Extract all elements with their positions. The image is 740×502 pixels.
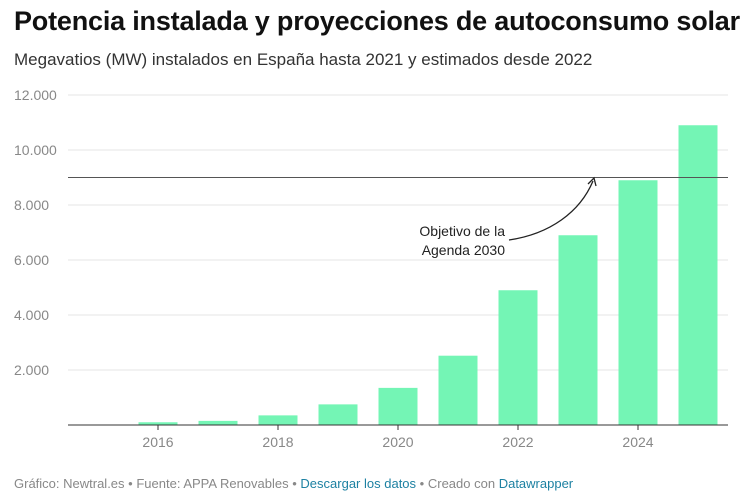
footer-source: Fuente: APPA Renovables bbox=[136, 476, 289, 491]
y-tick-label: 10.000 bbox=[14, 142, 57, 158]
datawrapper-link[interactable]: Datawrapper bbox=[498, 476, 574, 491]
y-tick-label: 8.000 bbox=[14, 197, 49, 213]
annotation-line-1: Objetivo de la bbox=[419, 223, 505, 239]
annotation-arrow bbox=[508, 180, 594, 241]
gridlines: 2.000 4.000 6.000 8.000 10.000 12.000 bbox=[14, 87, 728, 378]
download-data-link[interactable]: Descargar los datos bbox=[300, 476, 417, 491]
y-tick-label: 12.000 bbox=[14, 87, 57, 103]
bar-2020 bbox=[378, 387, 418, 425]
y-tick-label: 2.000 bbox=[14, 362, 49, 378]
chart-subtitle: Megavatios (MW) instalados en España has… bbox=[14, 50, 593, 69]
footer: Gráfico: Newtral.es • Fuente: APPA Renov… bbox=[14, 476, 573, 491]
y-tick-label: 4.000 bbox=[14, 307, 49, 323]
bar-2017 bbox=[198, 420, 238, 425]
annotation-line-2: Agenda 2030 bbox=[422, 242, 506, 258]
chart-title: Potencia instalada y proyecciones de aut… bbox=[14, 6, 740, 36]
footer-credit: Gráfico: Newtral.es bbox=[14, 476, 125, 491]
bar-2016 bbox=[138, 422, 178, 425]
x-axis: 2016 2018 2020 2022 2024 bbox=[68, 424, 728, 450]
footer-separator: • bbox=[128, 476, 133, 491]
bar-2024 bbox=[618, 180, 658, 425]
x-tick-label: 2020 bbox=[382, 434, 413, 450]
bar-2018 bbox=[258, 415, 298, 425]
bar-2019 bbox=[318, 404, 358, 425]
x-tick-label: 2016 bbox=[142, 434, 173, 450]
annotation: Objetivo de la Agenda 2030 bbox=[419, 176, 597, 258]
annotation-arrowhead bbox=[587, 176, 597, 187]
footer-separator: • bbox=[292, 476, 297, 491]
bar-2025 bbox=[678, 125, 718, 425]
x-tick-label: 2018 bbox=[262, 434, 293, 450]
y-tick-label: 6.000 bbox=[14, 252, 49, 268]
bar-2023 bbox=[558, 235, 598, 425]
footer-created-with: Creado con bbox=[427, 476, 496, 491]
x-tick-label: 2022 bbox=[502, 434, 533, 450]
bars bbox=[138, 125, 718, 425]
footer-separator: • bbox=[419, 476, 425, 491]
bar-2022 bbox=[498, 290, 538, 425]
x-tick-label: 2024 bbox=[622, 434, 653, 450]
bar-2021 bbox=[438, 355, 478, 425]
